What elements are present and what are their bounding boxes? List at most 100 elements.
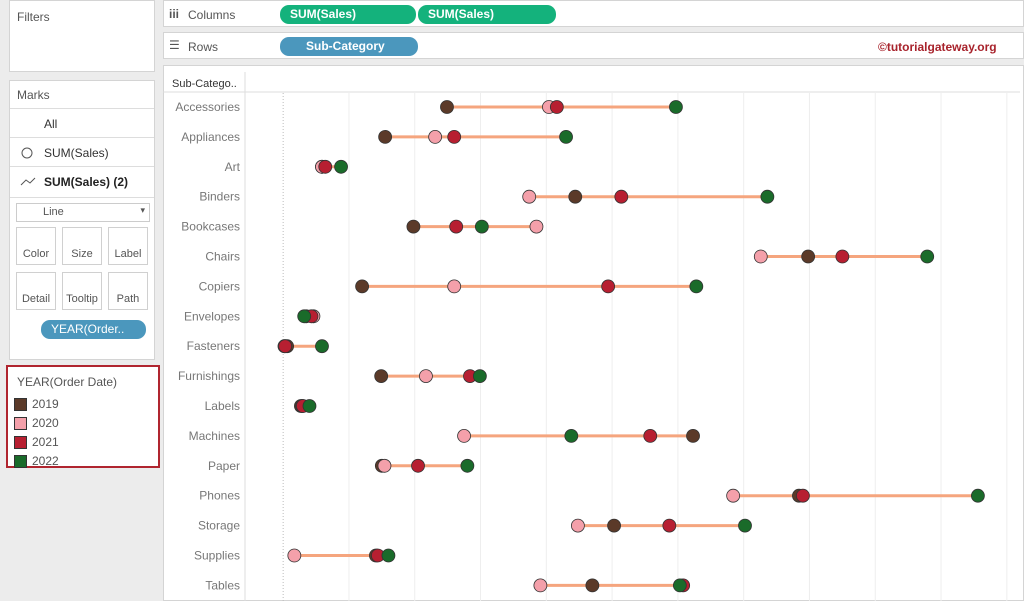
dot [726,488,741,503]
rows-shelf: ☰ Rows Sub-Category ©tutorialgateway.org [163,32,1024,59]
dot [686,428,700,443]
legend: YEAR(Order Date) 2019 2020 2021 2022 [6,365,160,468]
row-label: Bookcases [181,220,240,234]
dot [447,129,462,144]
dot [669,100,683,114]
dot [570,518,585,533]
legend-label: 2020 [32,416,59,430]
dot [287,548,302,563]
marks-card-label: SUM(Sales) [44,146,109,160]
dot [419,369,433,384]
dot [559,129,573,144]
dot [472,369,487,384]
dot [334,159,348,174]
dot [970,488,985,503]
marks-sum-sales-2[interactable]: SUM(Sales) (2) [10,166,154,198]
dot [533,578,548,593]
marks-title: Marks [17,88,50,102]
button-label: Path [116,293,140,305]
marks-all[interactable]: All [10,108,154,138]
dot [607,518,621,533]
row-label: Envelopes [184,309,240,323]
dot [428,129,443,144]
legend-swatch [14,398,27,411]
marks-card-label: SUM(Sales) (2) [44,175,129,189]
dot [278,339,293,354]
dot [585,578,600,593]
dot [835,249,850,264]
dot [662,518,677,533]
pill-label: Sub-Category [306,39,385,53]
dot [381,548,396,563]
row-pill[interactable]: Sub-Category [280,37,418,56]
size-button[interactable]: Size [62,227,102,265]
row-label: Phones [199,489,240,503]
dot [522,189,537,204]
dot [760,189,775,204]
legend-label: 2021 [32,435,59,449]
dot [601,279,616,294]
dot [378,129,393,144]
tooltip-button[interactable]: Tooltip [62,272,102,310]
row-label: Furnishings [178,369,240,383]
dropdown-arrow: ▾ [140,205,145,215]
dot [564,428,579,443]
column-pill[interactable]: SUM(Sales) [418,5,556,24]
watermark: ©tutorialgateway.org [878,40,997,54]
dot [315,339,329,354]
dot [920,249,935,264]
legend-swatch [14,455,27,468]
color-button[interactable]: Color [16,227,56,265]
row-label: Appliances [181,130,240,144]
legend-title: YEAR(Order Date) [17,375,118,389]
row-label: Labels [205,399,240,413]
dot [355,279,370,294]
dot [801,249,816,264]
dot [440,100,454,114]
marks-sum-sales[interactable]: SUM(Sales) [10,137,154,167]
dot [738,518,752,533]
dot [411,458,425,473]
pill-label: SUM(Sales) [428,7,495,21]
line-icon [20,177,36,186]
dot [377,458,392,473]
dot [449,219,464,234]
view [163,65,1024,601]
columns-shelf: iii Columns SUM(Sales) SUM(Sales) [163,0,1024,27]
row-label: Copiers [199,279,240,293]
dot [529,219,544,234]
button-label: Label [114,248,142,260]
button-label: Color [22,248,50,260]
year-pill[interactable]: YEAR(Order.. [41,320,146,339]
pill-label: SUM(Sales) [290,7,357,21]
dot [460,458,475,473]
row-label: Binders [199,190,240,204]
marks-card: Marks All SUM(Sales) SUM(Sales) (2) Line… [9,80,155,360]
button-label: Tooltip [66,293,98,305]
button-label: Size [71,248,93,260]
path-button[interactable]: Path [108,272,148,310]
dot [318,159,333,174]
detail-button[interactable]: Detail [16,272,56,310]
dot [457,428,471,443]
circle-icon [21,147,33,159]
legend-label: 2019 [32,397,59,411]
dot [297,309,312,324]
columns-label: Columns [188,8,236,22]
dot [795,488,810,503]
dot [374,369,389,384]
button-label: Detail [21,293,51,305]
dot [753,249,768,264]
label-button[interactable]: Label [108,227,148,265]
row-label: Tables [205,578,240,592]
rows-icon: ☰ [169,38,180,52]
legend-label: 2022 [32,454,59,468]
row-label: Paper [208,459,240,473]
mark-type-dropdown[interactable]: Line ▾ [16,203,150,222]
mark-type: Line [43,206,64,218]
column-pill[interactable]: SUM(Sales) [280,5,416,24]
row-header: Sub-Catego.. [172,78,237,90]
dot [672,578,687,593]
